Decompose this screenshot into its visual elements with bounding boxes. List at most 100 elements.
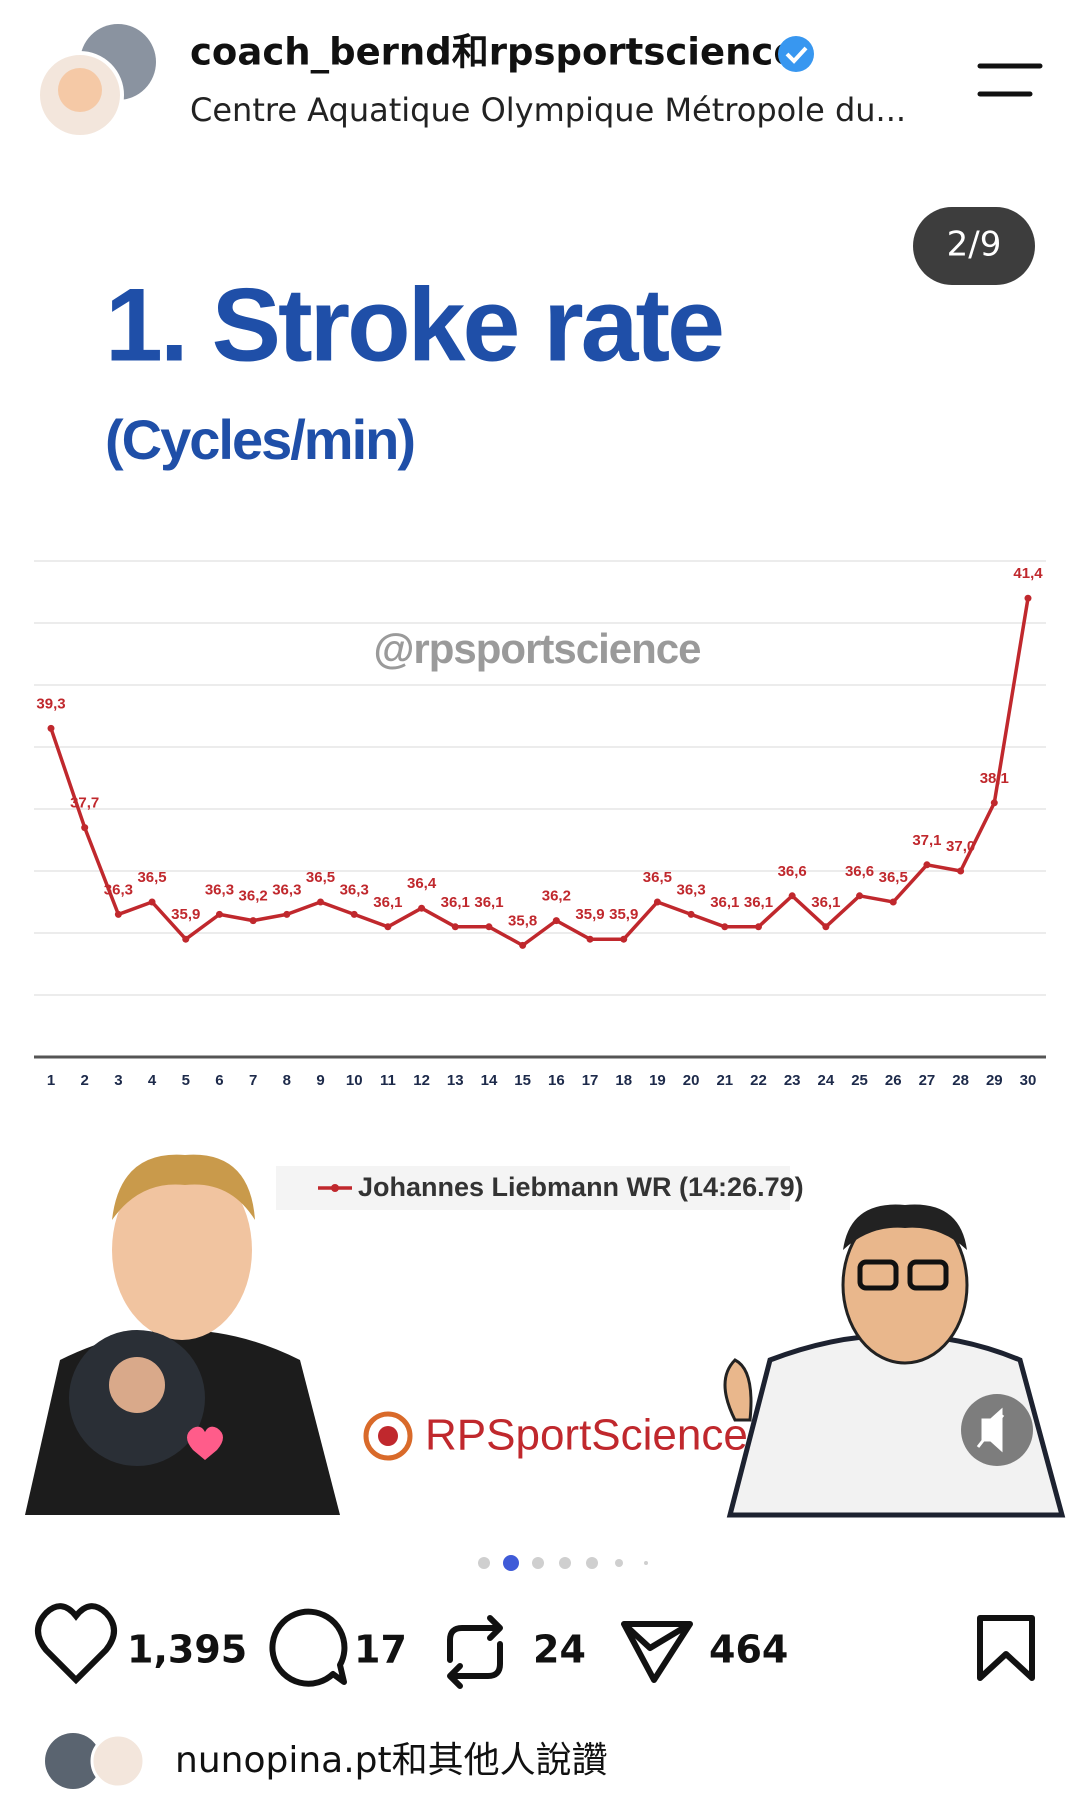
data-label: 36,3 [340,881,369,898]
x-tick-label: 19 [649,1072,666,1089]
data-label: 37,7 [70,795,99,812]
verified-badge [778,36,814,72]
point [485,923,493,931]
point [990,799,998,807]
illustration-left [25,1154,340,1515]
point [822,923,830,931]
point [1024,594,1032,602]
share-icon[interactable] [621,1621,693,1683]
x-tick-label: 7 [249,1072,257,1089]
x-tick-label: 1 [47,1072,55,1089]
point [552,917,560,925]
repost-count[interactable]: 24 [533,1628,586,1672]
data-label: 37,0 [946,838,975,855]
x-tick-label: 13 [447,1072,464,1089]
x-tick-label: 22 [750,1072,767,1089]
point [418,904,426,912]
heart-sticker [187,1426,223,1460]
point [148,898,156,906]
point [249,917,257,925]
x-tick-label: 5 [182,1072,190,1089]
data-label: 36,1 [710,894,739,911]
point [215,910,223,918]
point [182,935,190,943]
data-label: 37,1 [912,832,941,849]
thumb [723,1358,753,1422]
data-label: 36,3 [205,881,234,898]
avatar-face [58,68,102,112]
username[interactable]: coach_bernd和rpsportscience [190,31,798,74]
legend-label: Johannes Liebmann WR (14:26.79) [358,1172,804,1202]
liked-by[interactable]: nunopina.pt和其他人說讚 [175,1740,608,1781]
data-label: 36,4 [407,875,437,892]
data-label: 35,9 [609,906,638,923]
data-label: 36,3 [272,881,301,898]
x-tick-label: 30 [1020,1072,1037,1089]
point [721,923,729,931]
carousel-dots [478,1555,648,1571]
x-tick-label: 27 [919,1072,936,1089]
point [586,935,594,943]
comment-count[interactable]: 17 [354,1628,407,1672]
profile-face [109,1357,165,1413]
data-label: 36,6 [845,863,874,880]
data-label: 36,3 [104,881,133,898]
data-label: 36,5 [643,869,672,886]
x-tick-label: 8 [283,1072,291,1089]
watermark: @rpsportscience [373,625,700,672]
point [788,892,796,900]
x-tick-label: 21 [716,1072,733,1089]
point [687,910,695,918]
dot [644,1561,648,1565]
counter-pill [913,207,1035,285]
location[interactable]: Centre Aquatique Olympique Métropole du.… [190,91,906,129]
glasses [907,1259,949,1291]
share-count[interactable]: 464 [709,1628,788,1672]
x-tick-label: 15 [514,1072,531,1089]
bookmark-icon[interactable] [977,1615,1035,1681]
legend-box [276,1166,790,1210]
x-tick-label: 14 [481,1072,498,1089]
data-label: 36,2 [542,888,571,905]
data-label: 38,1 [980,770,1009,787]
brand-name: RPSportScience [425,1411,748,1460]
dot [559,1557,571,1569]
brand-logo [363,1411,413,1461]
x-tick-label: 28 [952,1072,969,1089]
liker-avatar[interactable] [90,1733,146,1789]
data-label: 35,9 [171,906,200,923]
dot-active [503,1555,519,1571]
actions: 1,395 17 24 464 [35,1603,1035,1689]
hair [112,1154,255,1220]
chart-subtitle: (Cycles/min) [105,408,414,471]
point [451,923,459,931]
counter: 2/9 [947,225,1002,265]
dot [532,1557,544,1569]
data-label: 41,4 [1013,565,1043,582]
x-tick-label: 3 [114,1072,122,1089]
data-label: 36,5 [306,869,335,886]
like-count[interactable]: 1,395 [127,1628,247,1672]
legend-marker [331,1184,339,1192]
x-tick-label: 26 [885,1072,902,1089]
x-tick-label: 10 [346,1072,363,1089]
face [112,1160,252,1340]
mute-icon [976,1407,1005,1453]
header: coach_bernd和rpsportscience Centre Aquati… [36,24,1043,139]
point [114,910,122,918]
x-tick-label: 25 [851,1072,868,1089]
liker-avatar[interactable] [45,1733,101,1789]
data-label: 35,9 [575,906,604,923]
point [47,724,55,732]
data-label: 36,1 [441,894,470,911]
comment-icon[interactable] [269,1608,348,1687]
repost-icon[interactable] [447,1615,503,1689]
x-tick-label: 18 [615,1072,632,1089]
data-label: 39,3 [36,695,65,712]
x-tick-label: 24 [818,1072,835,1089]
point [620,935,628,943]
x-tick-label: 2 [81,1072,89,1089]
like-icon[interactable] [35,1603,117,1685]
data-label: 36,1 [474,894,503,911]
illustration-right [723,1204,1066,1518]
